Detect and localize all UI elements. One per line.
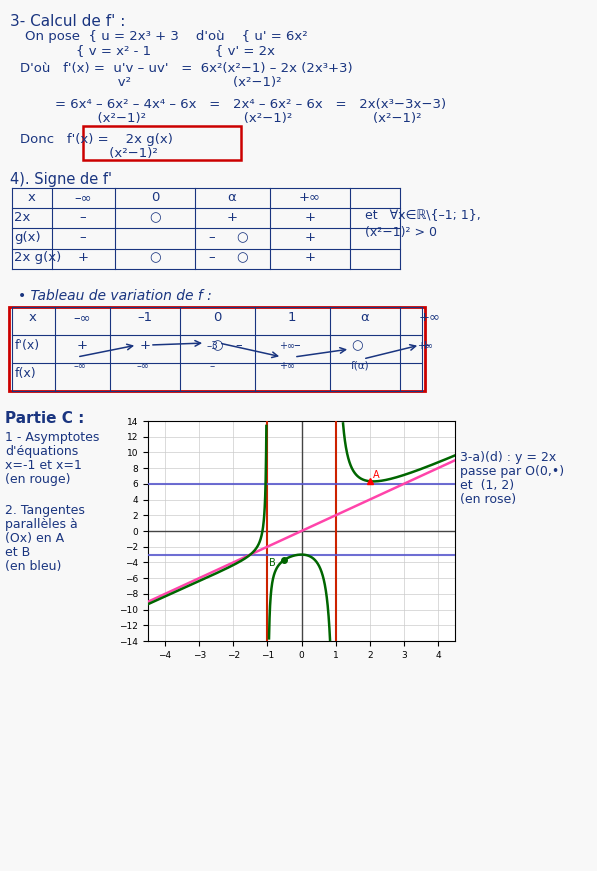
Text: 2x: 2x xyxy=(14,211,30,224)
Text: 0: 0 xyxy=(151,191,159,204)
Text: +: + xyxy=(226,211,238,224)
Text: +∞: +∞ xyxy=(299,191,321,204)
Text: (Ox) en A: (Ox) en A xyxy=(5,532,64,545)
Text: parallèles à: parallèles à xyxy=(5,518,78,531)
Text: et B: et B xyxy=(5,546,30,559)
Text: –∞: –∞ xyxy=(73,361,87,371)
Text: –: – xyxy=(209,251,216,264)
Text: (x²−1)²: (x²−1)² xyxy=(20,147,158,160)
Text: +∞: +∞ xyxy=(279,341,295,351)
Text: f'(x): f'(x) xyxy=(15,339,40,352)
Text: ○: ○ xyxy=(149,251,161,264)
Text: B: B xyxy=(269,558,276,568)
Text: –: – xyxy=(294,339,300,352)
Text: +: + xyxy=(78,251,88,264)
Text: A: A xyxy=(373,470,379,480)
Text: On pose  { u = 2x³ + 3    d'où    { u' = 6x²: On pose { u = 2x³ + 3 d'où { u' = 6x² xyxy=(25,30,307,43)
Text: +: + xyxy=(76,339,88,352)
Text: D'où   f'(x) =  u'v – uv'   =  6x²(x²−1) – 2x (2x³+3): D'où f'(x) = u'v – uv' = 6x²(x²−1) – 2x … xyxy=(20,62,353,75)
Text: 1: 1 xyxy=(288,311,296,324)
Text: –∞: –∞ xyxy=(73,311,91,324)
Text: = 6x⁴ – 6x² – 4x⁴ – 6x   =   2x⁴ – 6x² – 6x   =   2x(x³−3x−3): = 6x⁴ – 6x² – 4x⁴ – 6x = 2x⁴ – 6x² – 6x … xyxy=(55,98,446,111)
Text: α: α xyxy=(361,311,370,324)
Text: 3- Calcul de f' :: 3- Calcul de f' : xyxy=(10,14,125,29)
Text: g(x): g(x) xyxy=(14,231,41,244)
Text: +∞: +∞ xyxy=(417,341,433,351)
Text: –1: –1 xyxy=(137,311,153,324)
Text: Donc   f'(x) =    2x g(x): Donc f'(x) = 2x g(x) xyxy=(20,133,173,146)
Text: –: – xyxy=(79,231,87,244)
Text: +: + xyxy=(304,231,315,244)
Text: x=-1 et x=1: x=-1 et x=1 xyxy=(5,459,82,472)
Text: ○: ○ xyxy=(351,339,363,352)
Text: –∞: –∞ xyxy=(137,361,149,371)
Text: Partie C :: Partie C : xyxy=(5,411,84,426)
Bar xyxy=(9,307,425,391)
Text: f(α): f(α) xyxy=(350,361,370,371)
Text: et  (1, 2): et (1, 2) xyxy=(460,479,514,492)
Text: f(x): f(x) xyxy=(15,367,36,380)
Text: (x²−1)²                       (x²−1)²                   (x²−1)²: (x²−1)² (x²−1)² (x²−1)² xyxy=(55,112,421,125)
Text: –: – xyxy=(236,339,242,352)
Text: 3-a)(d) : y = 2x: 3-a)(d) : y = 2x xyxy=(460,451,556,464)
Text: ○: ○ xyxy=(236,231,248,244)
Text: x: x xyxy=(29,311,37,324)
Text: +∞: +∞ xyxy=(279,361,295,371)
Bar xyxy=(83,126,241,160)
Text: +∞: +∞ xyxy=(419,311,441,324)
Text: (en rose): (en rose) xyxy=(460,493,516,506)
Text: 2. Tangentes: 2. Tangentes xyxy=(5,504,85,517)
Text: +: + xyxy=(140,339,150,352)
Text: +: + xyxy=(304,251,315,264)
Text: –3: –3 xyxy=(206,341,218,351)
Text: et   ∀x∈ℝ\{–1; 1},: et ∀x∈ℝ\{–1; 1}, xyxy=(365,208,481,221)
Text: ○: ○ xyxy=(236,251,248,264)
Text: α: α xyxy=(227,191,236,204)
Text: 1 - Asymptotes: 1 - Asymptotes xyxy=(5,431,99,444)
Text: • Tableau de variation de f :: • Tableau de variation de f : xyxy=(18,289,212,303)
Text: –: – xyxy=(209,231,216,244)
Text: d'équations: d'équations xyxy=(5,445,78,458)
Text: ○: ○ xyxy=(211,339,223,352)
Text: ○: ○ xyxy=(149,211,161,224)
Text: –: – xyxy=(210,361,215,371)
Text: +: + xyxy=(304,211,315,224)
Text: –∞: –∞ xyxy=(74,191,92,204)
Text: { v = x² - 1               { v' = 2x: { v = x² - 1 { v' = 2x xyxy=(25,44,275,57)
Text: (x²−1)² > 0: (x²−1)² > 0 xyxy=(365,226,437,239)
Text: (en bleu): (en bleu) xyxy=(5,560,61,573)
Text: +: + xyxy=(420,339,430,352)
Text: x: x xyxy=(28,191,36,204)
Text: v²                        (x²−1)²: v² (x²−1)² xyxy=(20,76,282,89)
Text: 2x g(x): 2x g(x) xyxy=(14,251,61,264)
Text: 4). Signe de f': 4). Signe de f' xyxy=(10,172,112,187)
Text: (en rouge): (en rouge) xyxy=(5,473,70,486)
Text: passe par O(0,•): passe par O(0,•) xyxy=(460,465,564,478)
Text: 0: 0 xyxy=(213,311,221,324)
Text: –: – xyxy=(79,211,87,224)
